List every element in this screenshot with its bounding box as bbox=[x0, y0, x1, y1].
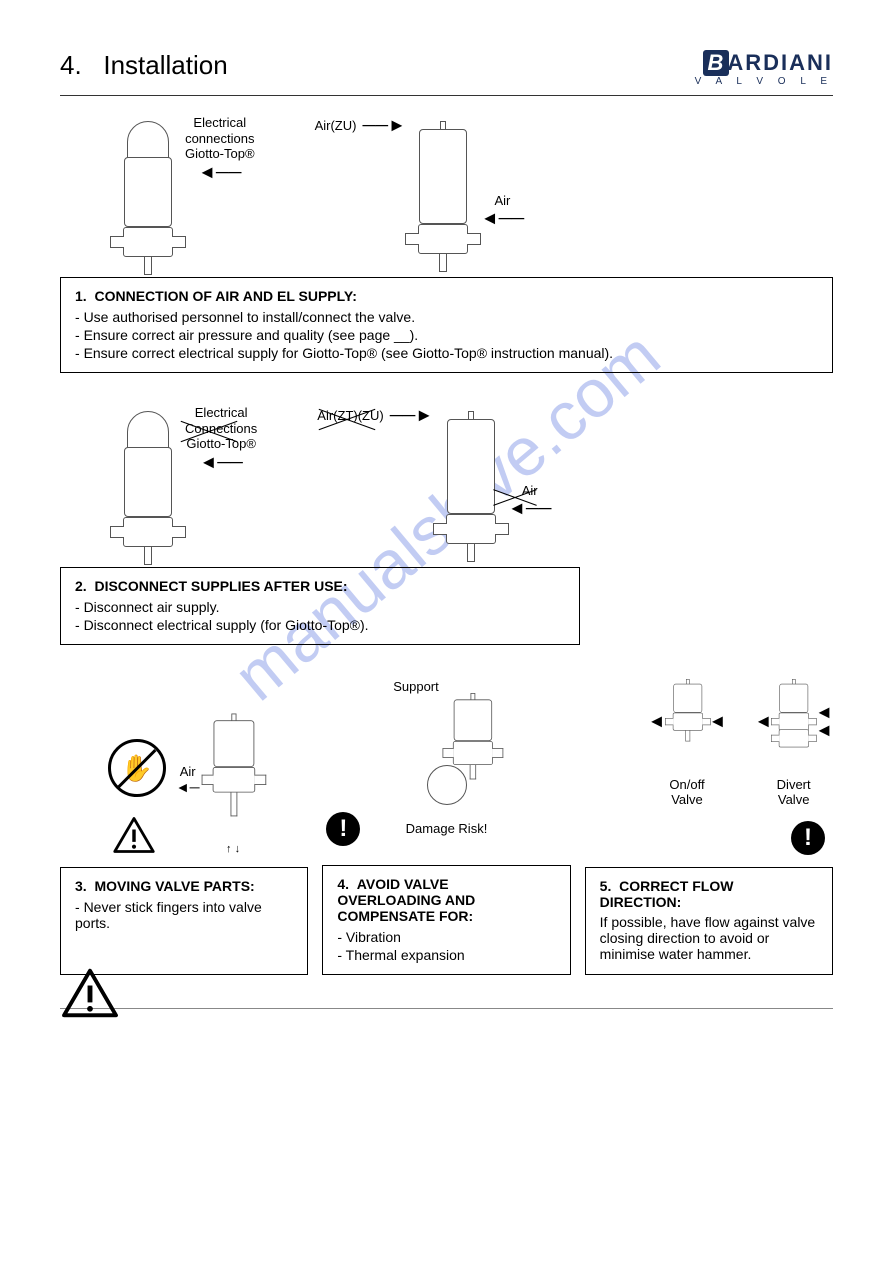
divert-label: Divert bbox=[777, 777, 811, 792]
box-num: 1. bbox=[75, 288, 87, 304]
brand-logo: BARDIANI V A L V O L E bbox=[695, 50, 833, 87]
list-item: Vibration bbox=[337, 928, 555, 946]
air-label: Air bbox=[495, 193, 511, 208]
col-3-2: Support Damage Risk! ! 4. AVOID VALVE OV… bbox=[322, 663, 570, 993]
cross-out-icon bbox=[179, 411, 239, 451]
box-title: AVOID VALVE OVERLOADING AND COMPENSATE F… bbox=[337, 876, 475, 924]
box-title: MOVING VALVE PARTS: bbox=[94, 878, 254, 894]
arrow-left-icon: ◄ bbox=[754, 712, 772, 730]
support-label: Support bbox=[393, 679, 439, 694]
list-item: Ensure correct air pressure and quality … bbox=[75, 326, 818, 344]
box-num: 2. bbox=[75, 578, 87, 594]
logo-text: ARDIANI bbox=[727, 50, 833, 75]
info-box-5: 5. CORRECT FLOW DIRECTION: If possible, … bbox=[585, 867, 833, 975]
caution-icon bbox=[112, 815, 156, 855]
arrow-left-icon: ◄ bbox=[815, 721, 833, 739]
valve-left bbox=[120, 121, 175, 261]
list-item: Disconnect electrical supply (for Giotto… bbox=[75, 616, 565, 634]
box-num: 3. bbox=[75, 878, 87, 894]
valve-right-x bbox=[443, 411, 498, 551]
arrow-left-icon: ◄── bbox=[199, 452, 242, 474]
section-number: 4. bbox=[60, 50, 82, 80]
caution-icon bbox=[60, 967, 120, 1019]
lbl: connections bbox=[185, 131, 254, 147]
info-box-3: 3. MOVING VALVE PARTS: Never stick finge… bbox=[60, 867, 308, 975]
hand-icon: ✋ bbox=[121, 753, 153, 784]
divider bbox=[60, 1008, 833, 1009]
bottom-row: ✋ Air ◄─ ↑ ↓ 3. MOVING bbox=[60, 663, 833, 993]
arrow-left-icon: ◄ bbox=[709, 712, 727, 730]
page-header: 4. Installation BARDIANI V A L V O L E bbox=[60, 50, 833, 87]
lbl: Electrical bbox=[193, 115, 246, 131]
page-title: 4. Installation bbox=[60, 50, 228, 81]
valve-moving: ↑ ↓ bbox=[206, 703, 261, 855]
info-box-4: 4. AVOID VALVE OVERLOADING AND COMPENSAT… bbox=[322, 865, 570, 975]
damage-label: Damage Risk! bbox=[406, 821, 488, 836]
figure-2: Electrical Connections Giotto-Top® ◄── A… bbox=[60, 391, 833, 561]
label-electrical: Electrical connections Giotto-Top® ◄── bbox=[185, 115, 255, 183]
arrow-right-icon: ──► bbox=[362, 115, 405, 136]
label-electrical-x: Electrical Connections Giotto-Top® ◄── bbox=[185, 405, 257, 473]
list-item: Never stick fingers into valve ports. bbox=[75, 898, 293, 932]
box-title: CONNECTION OF AIR AND EL SUPPLY: bbox=[94, 288, 356, 304]
box-title: CORRECT FLOW DIRECTION: bbox=[600, 878, 734, 910]
list-item: Ensure correct electrical supply for Gio… bbox=[75, 344, 818, 362]
box-title: DISCONNECT SUPPLIES AFTER USE: bbox=[94, 578, 347, 594]
arrow-left-icon: ◄── bbox=[198, 162, 241, 184]
onoff-label2: Valve bbox=[671, 792, 703, 807]
arrow-left-icon: ◄ bbox=[815, 703, 833, 721]
logo-subtext: V A L V O L E bbox=[695, 76, 833, 87]
list-item: Thermal expansion bbox=[337, 946, 555, 964]
info-box-2: 2. DISCONNECT SUPPLIES AFTER USE: Discon… bbox=[60, 567, 580, 645]
box-body: If possible, have flow against valve clo… bbox=[600, 914, 818, 962]
box-num: 5. bbox=[600, 878, 612, 894]
valve-right bbox=[416, 121, 471, 261]
col-3-3: ◄ ◄ On/off Valve ◄ ◄◄ Divert bbox=[585, 663, 833, 993]
box1-list: Use authorised personnel to install/conn… bbox=[75, 308, 818, 362]
section-title: Installation bbox=[103, 50, 227, 80]
valve-left-x bbox=[120, 411, 175, 551]
air-zu-label: Air(ZU) bbox=[315, 118, 357, 133]
valve-support bbox=[445, 679, 500, 819]
divider bbox=[60, 95, 833, 96]
valve-divert bbox=[777, 679, 810, 763]
list-item: Disconnect air supply. bbox=[75, 598, 565, 616]
cross-out-icon bbox=[317, 399, 377, 439]
lbl: Giotto-Top® bbox=[185, 146, 255, 162]
box-num: 4. bbox=[337, 876, 349, 892]
divert-label2: Valve bbox=[778, 792, 810, 807]
figure-1: Electrical connections Giotto-Top® ◄── A… bbox=[60, 111, 833, 271]
onoff-label: On/off bbox=[669, 777, 704, 792]
cross-out-icon bbox=[492, 477, 538, 517]
highlight-circle-icon bbox=[427, 765, 467, 805]
no-touch-icon: ✋ bbox=[108, 739, 166, 797]
arrow-right-icon: ──► bbox=[390, 405, 433, 426]
valve-onoff bbox=[671, 679, 704, 763]
exclamation-icon: ! bbox=[326, 812, 360, 846]
air-label: Air bbox=[180, 764, 196, 779]
box2-list: Disconnect air supply. Disconnect electr… bbox=[75, 598, 565, 634]
arrow-left-icon: ◄── bbox=[481, 208, 524, 229]
info-box-1: 1. CONNECTION OF AIR AND EL SUPPLY: Use … bbox=[60, 277, 833, 373]
arrow-left-icon: ◄ bbox=[648, 712, 666, 730]
exclamation-icon: ! bbox=[791, 821, 825, 855]
arrow-left-icon: ◄─ bbox=[176, 779, 200, 795]
col-3-1: ✋ Air ◄─ ↑ ↓ 3. MOVING bbox=[60, 663, 308, 993]
list-item: Use authorised personnel to install/conn… bbox=[75, 308, 818, 326]
